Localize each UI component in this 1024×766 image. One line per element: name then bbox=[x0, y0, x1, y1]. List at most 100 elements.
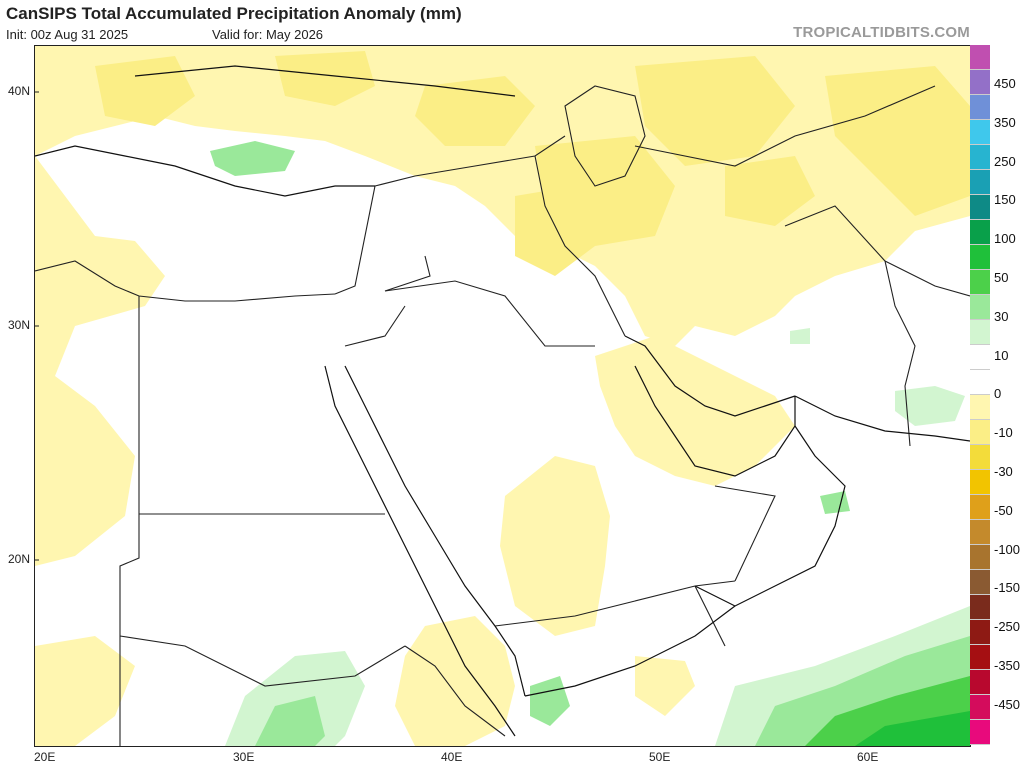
lon-label-60e: 60E bbox=[857, 750, 879, 764]
colorbar-cell bbox=[970, 70, 990, 95]
colorbar-cell bbox=[970, 45, 990, 70]
border-saudi-jordan bbox=[344, 305, 406, 347]
grid-ticks bbox=[35, 91, 39, 561]
border-libya-coast bbox=[35, 260, 336, 302]
wet-region-pakistan bbox=[895, 386, 965, 426]
border-mediterranean-sinai bbox=[334, 185, 376, 295]
colorbar-cell bbox=[970, 120, 990, 145]
wet-region-oman bbox=[820, 491, 850, 514]
lon-label-40e: 40E bbox=[441, 750, 463, 764]
colorbar-cell bbox=[970, 695, 990, 720]
colorbar-cell bbox=[970, 545, 990, 570]
coastlines bbox=[35, 65, 970, 737]
colorbar-label: 250 bbox=[994, 153, 1016, 169]
colorbar-label: 150 bbox=[994, 192, 1016, 208]
border-saudi-yemen bbox=[494, 580, 736, 627]
colorbar-cell bbox=[970, 620, 990, 645]
coast-iran-south bbox=[794, 395, 970, 442]
colorbar-label: -450 bbox=[994, 696, 1021, 712]
colorbar-cell bbox=[970, 370, 990, 395]
colorbar-cell bbox=[970, 220, 990, 245]
colorbar-cell bbox=[970, 420, 990, 445]
border-turkmenistan bbox=[634, 85, 936, 167]
lon-label-20e: 20E bbox=[34, 750, 56, 764]
colorbar-cell bbox=[970, 245, 990, 270]
colorbar-label: -350 bbox=[994, 658, 1021, 673]
colorbar bbox=[970, 45, 992, 745]
dry-region-gulf bbox=[595, 336, 795, 486]
colorbar-label: -10 bbox=[994, 425, 1013, 441]
colorbar-cell bbox=[970, 320, 990, 345]
colorbar-cell bbox=[970, 570, 990, 595]
colorbar-label: -50 bbox=[994, 502, 1013, 518]
wet-anomaly-regions bbox=[210, 141, 970, 746]
border-turkey-south bbox=[374, 135, 566, 187]
wet-region-ethiopia bbox=[225, 651, 365, 746]
dry-region-yemen-coast bbox=[635, 656, 695, 716]
coast-arabian-sea bbox=[694, 425, 846, 607]
lon-label-30e: 30E bbox=[233, 750, 255, 764]
colorbar-cell bbox=[970, 170, 990, 195]
valid-time: Valid for: May 2026 bbox=[212, 27, 324, 42]
wet-region-iran-east bbox=[790, 328, 810, 344]
map-canvas bbox=[35, 46, 970, 746]
colorbar-cell bbox=[970, 720, 990, 745]
colorbar-label: 30 bbox=[994, 308, 1009, 324]
brand-watermark: TROPICALTIDBITS.COM bbox=[793, 24, 970, 41]
dry-darker-regions bbox=[95, 51, 970, 276]
init-time: Init: 00z Aug 31 2025 bbox=[6, 27, 129, 42]
colorbar-label: -30 bbox=[994, 464, 1013, 479]
border-saudi-oman bbox=[714, 485, 776, 582]
colorbar-label: 450 bbox=[994, 76, 1016, 91]
lat-label-20n: 20N bbox=[7, 552, 30, 566]
border-oman-yemen bbox=[694, 585, 726, 647]
colorbar-label: -250 bbox=[994, 619, 1021, 635]
colorbar-cell bbox=[970, 295, 990, 320]
colorbar-cell bbox=[970, 95, 990, 120]
colorbar-cell bbox=[970, 270, 990, 295]
dry-region-west-coast bbox=[35, 156, 165, 566]
colorbar-cell bbox=[970, 195, 990, 220]
border-eritrea bbox=[404, 645, 506, 737]
lat-label-40n: 40N bbox=[7, 84, 30, 98]
dry-region-red-sea bbox=[395, 616, 515, 746]
colorbar-label: 0 bbox=[994, 386, 1002, 402]
coast-red-sea-east bbox=[344, 365, 526, 697]
map-title: CanSIPS Total Accumulated Precipitation … bbox=[6, 4, 462, 23]
colorbar-label: 100 bbox=[994, 231, 1016, 247]
precipitation-anomaly-map bbox=[34, 45, 971, 747]
colorbar-label: 10 bbox=[994, 347, 1009, 363]
border-egypt-libya bbox=[119, 296, 140, 746]
wet-region-ethiopia-core bbox=[255, 696, 325, 746]
border-iraq-saudi bbox=[384, 280, 595, 347]
lon-label-50e: 50E bbox=[649, 750, 671, 764]
colorbar-label: -150 bbox=[994, 580, 1021, 596]
lat-label-30n: 30N bbox=[7, 318, 30, 332]
wet-region-arabian-sea-core bbox=[855, 711, 970, 746]
coast-black-sea bbox=[134, 65, 516, 97]
border-caspian bbox=[564, 85, 646, 187]
dry-region-sudan bbox=[35, 636, 135, 746]
colorbar-cell bbox=[970, 395, 990, 420]
colorbar-cell bbox=[970, 595, 990, 620]
colorbar-cell bbox=[970, 670, 990, 695]
colorbar-cell bbox=[970, 345, 990, 370]
coast-red-sea-west bbox=[324, 365, 516, 737]
colorbar-cell bbox=[970, 495, 990, 520]
colorbar-cell bbox=[970, 470, 990, 495]
colorbar-cell bbox=[970, 520, 990, 545]
dry-anomaly-regions bbox=[35, 46, 970, 746]
colorbar-label: 350 bbox=[994, 114, 1016, 130]
coast-mediterranean-north bbox=[35, 145, 375, 197]
colorbar-cell bbox=[970, 645, 990, 670]
dry-region-arabia-center bbox=[500, 456, 610, 636]
border-syria-iraq bbox=[384, 255, 431, 292]
coast-persian-gulf-south bbox=[634, 365, 796, 477]
border-iraq-iran bbox=[534, 155, 626, 337]
border-sudan-ethiopia bbox=[119, 635, 406, 687]
colorbar-label: -100 bbox=[994, 541, 1021, 557]
colorbar-cell bbox=[970, 145, 990, 170]
colorbar-cell bbox=[970, 445, 990, 470]
coast-gulf-of-aden bbox=[524, 605, 736, 697]
colorbar-label: 50 bbox=[994, 270, 1009, 285]
